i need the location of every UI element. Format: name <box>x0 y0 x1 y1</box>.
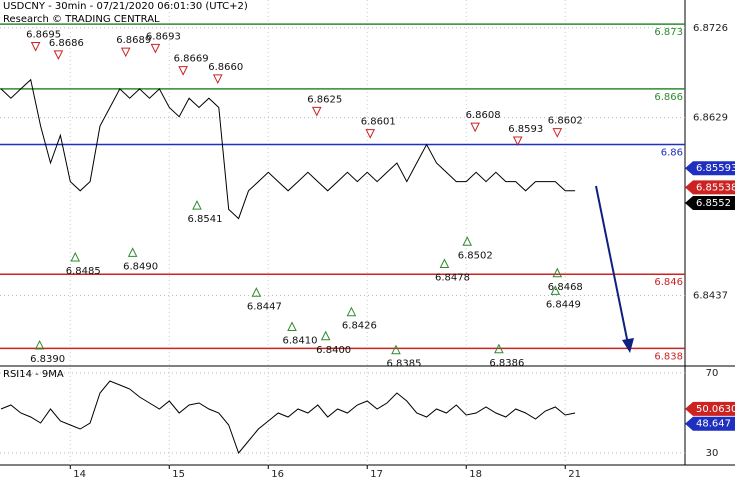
signal-label: 6.8410 <box>283 336 318 347</box>
rsi-box <box>685 416 735 431</box>
signal-label: 6.8447 <box>247 301 282 312</box>
price-box-label: 6.85538 <box>696 182 735 193</box>
signal-label: 6.8386 <box>489 358 524 369</box>
signal-label: 6.8490 <box>123 261 158 272</box>
forecast-arrow <box>595 185 629 345</box>
x-tick-label: 14 <box>73 469 86 480</box>
price-box <box>685 180 735 195</box>
signal-marker <box>192 200 202 210</box>
signal-label: 6.8485 <box>66 266 101 277</box>
rsi-box-label: 50.0630 <box>696 404 735 415</box>
x-tick-label: 15 <box>172 469 185 480</box>
signal-marker <box>439 258 450 269</box>
signal-marker <box>120 47 131 58</box>
signal-label: 6.8669 <box>174 54 209 65</box>
x-tick-label: 18 <box>469 469 482 480</box>
price-box-label: 6.8552 <box>696 198 731 209</box>
signal-label: 6.8601 <box>361 117 396 128</box>
signal-marker <box>320 330 331 341</box>
signal-marker <box>178 66 188 76</box>
signal-marker <box>311 106 322 117</box>
signal-marker <box>53 50 64 60</box>
signal-marker <box>346 306 357 317</box>
price-box <box>685 195 735 210</box>
signal-label: 6.8468 <box>548 282 583 293</box>
signal-label: 6.8689 <box>116 35 151 46</box>
signal-marker <box>30 42 41 52</box>
signal-label: 6.8426 <box>342 321 377 332</box>
signal-marker <box>34 339 45 350</box>
signal-label: 6.8541 <box>187 214 222 225</box>
signal-label: 6.8660 <box>208 62 243 73</box>
signal-marker <box>470 122 480 133</box>
signal-marker <box>365 129 376 139</box>
signal-label: 6.8400 <box>316 345 351 356</box>
price-box-label: 6.85593 <box>696 163 735 174</box>
price-line <box>0 78 576 220</box>
signal-label: 6.8695 <box>26 30 61 41</box>
signal-marker <box>494 343 504 354</box>
y-tick-label: 6.8437 <box>693 291 728 302</box>
signal-label: 6.8625 <box>307 94 342 105</box>
rsi-box <box>685 401 735 416</box>
forecast-arrowhead <box>622 338 634 353</box>
signal-marker <box>462 236 473 246</box>
signal-label: 6.8686 <box>49 38 84 49</box>
y-tick-label: 30 <box>706 448 719 459</box>
chart-subtitle: Research © TRADING CENTRAL <box>3 14 160 25</box>
signal-label: 6.8693 <box>146 31 181 42</box>
x-tick-label: 17 <box>370 469 383 480</box>
signal-marker <box>287 321 297 332</box>
x-tick-label: 16 <box>271 469 284 480</box>
y-tick-label: 6.8726 <box>693 23 728 34</box>
level-label: 6.838 <box>654 351 683 362</box>
signal-label: 6.8449 <box>546 299 581 310</box>
level-label: 6.846 <box>654 277 683 288</box>
level-label: 6.866 <box>654 92 683 103</box>
rsi-box-label: 48.647 <box>696 419 731 430</box>
level-label: 6.873 <box>654 27 683 38</box>
y-tick-label: 70 <box>706 368 719 379</box>
signal-label: 6.8608 <box>466 110 501 121</box>
signal-marker <box>127 247 138 257</box>
signal-marker <box>391 344 401 355</box>
rsi-title: RSI14 - 9MA <box>3 369 64 380</box>
level-label: 6.86 <box>661 148 683 159</box>
signal-marker <box>212 74 223 85</box>
signal-marker <box>70 251 81 262</box>
chart-title: USDCNY - 30min - 07/21/2020 06:01:30 (UT… <box>3 1 248 12</box>
signal-label: 6.8390 <box>30 354 65 365</box>
signal-marker <box>552 128 563 138</box>
signal-marker <box>150 43 161 54</box>
signal-label: 6.8385 <box>386 359 421 370</box>
signal-label: 6.8502 <box>458 250 493 261</box>
signal-marker <box>552 267 563 278</box>
signal-label: 6.8593 <box>508 124 543 135</box>
signal-marker <box>550 285 561 295</box>
signal-marker <box>512 136 523 147</box>
signal-marker <box>251 287 262 297</box>
signal-label: 6.8478 <box>435 273 470 284</box>
x-tick-label: 21 <box>568 469 581 480</box>
signal-label: 6.8602 <box>548 116 583 127</box>
y-tick-label: 6.8629 <box>693 113 728 124</box>
price-box <box>685 161 735 176</box>
rsi-line <box>0 380 576 454</box>
